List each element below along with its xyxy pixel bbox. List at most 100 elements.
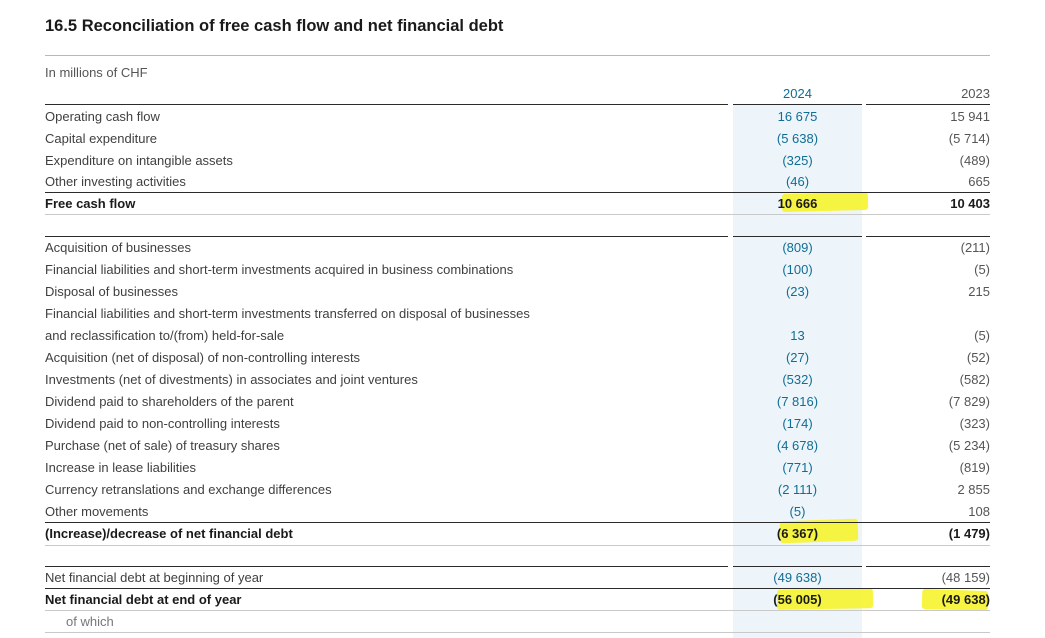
value-2023: 215 — [968, 284, 990, 299]
value-2023: (819) — [959, 460, 990, 475]
table-row: Acquisition of businesses (809) (211) — [45, 237, 990, 259]
table-row: Operating cash flow 16 675 15 941 — [45, 106, 990, 128]
row-label: Purchase (net of sale) of treasury share… — [45, 438, 280, 453]
subtotal-rule — [45, 588, 990, 589]
row-divider — [45, 632, 990, 633]
year-2024-header: 2024 — [783, 86, 812, 101]
row-label: Financial liabilities and short-term inv… — [45, 306, 530, 321]
header-rule — [866, 104, 990, 105]
value-2023: (323) — [959, 416, 990, 431]
row-label: Other investing activities — [45, 174, 186, 189]
section-rule — [45, 236, 728, 237]
row-divider — [45, 610, 990, 611]
value-2023: (52) — [966, 350, 990, 365]
header-rule — [45, 104, 728, 105]
value-2023: (489) — [959, 153, 990, 168]
table-row: Other movements (5) 108 — [45, 501, 990, 523]
table-row: Financial liabilities and short-term inv… — [45, 259, 990, 281]
table-row: Other investing activities (46) 665 — [45, 171, 990, 193]
value-2024: (174) — [782, 416, 813, 431]
value-2024: (532) — [782, 372, 813, 387]
units-label: In millions of CHF — [45, 65, 148, 80]
table-row: Financial liabilities and short-term inv… — [45, 303, 990, 325]
value-2024: (5 638) — [776, 131, 819, 146]
value-2023: (49 638) — [941, 592, 990, 607]
row-label: (Increase)/decrease of net financial deb… — [45, 526, 293, 541]
value-2024: (771) — [782, 460, 813, 475]
row-label: Increase in lease liabilities — [45, 460, 197, 475]
value-2024: (325) — [782, 153, 813, 168]
table-row: Dividend paid to non-controlling interes… — [45, 413, 990, 435]
row-divider — [45, 545, 990, 546]
title-divider — [45, 55, 990, 56]
value-2023: 108 — [968, 504, 990, 519]
row-label: and reclassification to/(from) held-for-… — [45, 328, 285, 343]
value-2023: (5) — [974, 262, 990, 277]
value-2024: (809) — [782, 240, 813, 255]
row-label: Investments (net of divestments) in asso… — [45, 372, 418, 387]
value-2023: 665 — [968, 174, 990, 189]
value-2023: 15 941 — [950, 109, 990, 124]
row-label: Acquisition (net of disposal) of non-con… — [45, 350, 361, 365]
row-label: Net financial debt at beginning of year — [45, 570, 264, 585]
row-label: Other movements — [45, 504, 149, 519]
row-divider — [45, 214, 990, 215]
subtotal-rule — [45, 192, 990, 193]
section-rule — [866, 566, 990, 567]
value-2024: (23) — [785, 284, 810, 299]
value-2023: (48 159) — [941, 570, 990, 585]
total-row: (Increase)/decrease of net financial deb… — [45, 523, 990, 545]
table-row: Capital expenditure (5 638) (5 714) — [45, 128, 990, 150]
header-rule — [733, 104, 862, 105]
value-2023: (211) — [960, 240, 990, 255]
row-label: Free cash flow — [45, 196, 136, 211]
row-label: of which — [66, 614, 114, 629]
value-2023: (1 479) — [948, 526, 990, 541]
value-2024: (2 111) — [777, 482, 818, 497]
value-2024: (27) — [785, 350, 810, 365]
value-2023: (7 829) — [948, 394, 990, 409]
value-2023: (5 714) — [948, 131, 990, 146]
value-2023: 10 403 — [950, 196, 990, 211]
value-2024: 16 675 — [777, 109, 818, 124]
section-rule — [45, 566, 728, 567]
row-label: Net financial debt at end of year — [45, 592, 242, 607]
section-rule — [733, 236, 862, 237]
row-label: Financial liabilities and short-term inv… — [45, 262, 514, 277]
value-2023: (5 234) — [948, 438, 990, 453]
value-2024: (49 638) — [773, 570, 822, 585]
table-header: 2024 2023 — [45, 83, 990, 105]
row-label: Operating cash flow — [45, 109, 160, 124]
value-2024: (100) — [782, 262, 813, 277]
table-row: Investments (net of divestments) in asso… — [45, 369, 990, 391]
subtotal-rule — [45, 522, 990, 523]
row-label: Acquisition of businesses — [45, 240, 191, 255]
value-2023: (5) — [974, 328, 990, 343]
table-row: Acquisition (net of disposal) of non-con… — [45, 347, 990, 369]
table-row: Dividend paid to shareholders of the par… — [45, 391, 990, 413]
value-2023: 2 855 — [957, 482, 990, 497]
table-row: Increase in lease liabilities (771) (819… — [45, 457, 990, 479]
total-row: Free cash flow 10 666 10 403 — [45, 193, 990, 215]
section-title: 16.5 Reconciliation of free cash flow an… — [45, 17, 504, 35]
value-2024: (56 005) — [773, 592, 822, 607]
table-row: and reclassification to/(from) held-for-… — [45, 325, 990, 347]
table-row: Expenditure on intangible assets (325) (… — [45, 150, 990, 172]
value-2024: (4 678) — [776, 438, 819, 453]
year-2023-header: 2023 — [961, 86, 990, 101]
value-2024: (5) — [789, 504, 806, 519]
value-2024: (46) — [785, 174, 810, 189]
table-row: Disposal of businesses (23) 215 — [45, 281, 990, 303]
row-label: Disposal of businesses — [45, 284, 178, 299]
table-row: Currency retranslations and exchange dif… — [45, 479, 990, 501]
row-label: Dividend paid to non-controlling interes… — [45, 416, 280, 431]
value-2024: (7 816) — [776, 394, 819, 409]
table-row: Net financial debt at beginning of year … — [45, 567, 990, 589]
value-2024: 13 — [790, 328, 805, 343]
value-2024: 10 666 — [777, 196, 818, 211]
table-row: of which — [45, 611, 990, 633]
value-2024: (6 367) — [776, 526, 819, 541]
value-2023: (582) — [959, 372, 990, 387]
row-label: Currency retranslations and exchange dif… — [45, 482, 332, 497]
